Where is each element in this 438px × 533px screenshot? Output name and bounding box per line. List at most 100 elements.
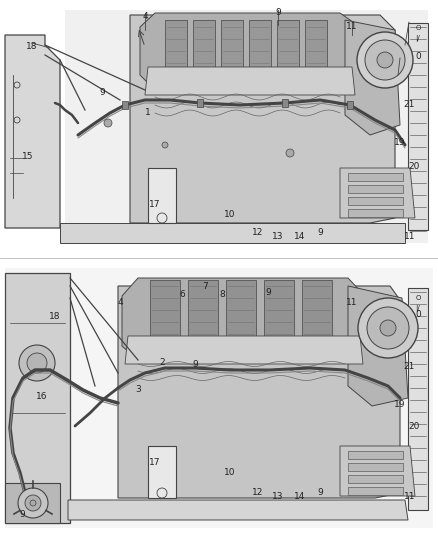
Text: 10: 10	[224, 210, 236, 219]
Circle shape	[30, 500, 36, 506]
Polygon shape	[60, 223, 405, 243]
Bar	[348, 487, 403, 495]
Bar	[221, 20, 243, 80]
Circle shape	[25, 495, 41, 511]
Circle shape	[162, 142, 168, 148]
Circle shape	[286, 149, 294, 157]
Circle shape	[380, 320, 396, 336]
Text: 13: 13	[272, 232, 284, 241]
Text: 19: 19	[394, 138, 406, 147]
Circle shape	[18, 488, 48, 518]
Text: 9: 9	[317, 228, 323, 237]
Text: 2: 2	[159, 358, 165, 367]
Text: 9: 9	[19, 510, 25, 519]
Polygon shape	[140, 13, 360, 90]
Polygon shape	[125, 336, 363, 364]
Bar	[348, 451, 403, 459]
Bar	[348, 173, 403, 181]
Text: 14: 14	[294, 492, 306, 501]
Text: 11: 11	[346, 22, 358, 31]
Polygon shape	[408, 23, 428, 230]
Polygon shape	[65, 10, 428, 243]
Circle shape	[357, 32, 413, 88]
Bar	[348, 185, 403, 193]
Text: 14: 14	[294, 232, 306, 241]
Text: 9: 9	[99, 88, 105, 97]
Bar	[165, 20, 187, 80]
Bar	[122, 101, 128, 109]
Bar	[282, 99, 288, 107]
Bar	[148, 446, 176, 498]
Text: 15: 15	[22, 152, 34, 161]
Text: 11: 11	[404, 492, 416, 501]
Circle shape	[367, 307, 409, 349]
Text: 0: 0	[415, 310, 421, 319]
Text: 9: 9	[317, 488, 323, 497]
Bar	[193, 20, 215, 80]
Text: 12: 12	[252, 488, 264, 497]
Polygon shape	[130, 15, 395, 223]
Text: 1: 1	[145, 108, 151, 117]
Bar	[264, 280, 294, 350]
Polygon shape	[5, 273, 70, 523]
Polygon shape	[5, 35, 60, 228]
Polygon shape	[345, 20, 400, 135]
Text: 20: 20	[408, 162, 420, 171]
Circle shape	[104, 119, 112, 127]
Polygon shape	[348, 286, 408, 406]
Text: 21: 21	[403, 362, 415, 371]
Polygon shape	[408, 288, 428, 510]
Text: 11: 11	[346, 298, 358, 307]
Bar	[226, 280, 256, 350]
Text: 13: 13	[272, 492, 284, 501]
Bar	[347, 101, 353, 109]
Bar	[348, 475, 403, 483]
Polygon shape	[122, 278, 365, 360]
Text: 7: 7	[202, 282, 208, 291]
Polygon shape	[118, 286, 400, 498]
Bar	[302, 280, 332, 350]
Text: 4: 4	[142, 12, 148, 21]
Bar	[148, 168, 176, 223]
Bar	[348, 197, 403, 205]
Text: O: O	[415, 295, 420, 301]
Polygon shape	[5, 483, 60, 523]
Bar	[305, 20, 327, 80]
Circle shape	[358, 298, 418, 358]
Text: 3: 3	[135, 385, 141, 394]
Text: O: O	[415, 25, 420, 31]
Text: 16: 16	[36, 392, 48, 401]
Text: 18: 18	[26, 42, 38, 51]
Text: 9: 9	[265, 288, 271, 297]
Text: 6: 6	[179, 290, 185, 299]
Polygon shape	[68, 500, 408, 520]
Bar	[150, 280, 180, 350]
Text: |/: |/	[416, 305, 420, 312]
Text: 12: 12	[252, 228, 264, 237]
Text: 11: 11	[404, 232, 416, 241]
Text: |/: |/	[416, 35, 420, 42]
Bar	[249, 20, 271, 80]
Bar	[348, 209, 403, 217]
Text: 10: 10	[224, 468, 236, 477]
Text: 8: 8	[219, 290, 225, 299]
Bar	[188, 280, 218, 350]
Text: 0: 0	[415, 52, 421, 61]
Bar	[277, 20, 299, 80]
Text: 19: 19	[394, 400, 406, 409]
Text: 4: 4	[117, 298, 123, 307]
Text: 9: 9	[192, 360, 198, 369]
Text: 9: 9	[275, 8, 281, 17]
Polygon shape	[5, 268, 433, 528]
Bar	[348, 463, 403, 471]
Circle shape	[27, 353, 47, 373]
Polygon shape	[340, 446, 415, 496]
Bar	[197, 99, 203, 107]
Circle shape	[365, 40, 405, 80]
Text: 17: 17	[149, 200, 161, 209]
Text: 20: 20	[408, 422, 420, 431]
Circle shape	[19, 345, 55, 381]
Text: 17: 17	[149, 458, 161, 467]
Polygon shape	[340, 168, 415, 218]
Polygon shape	[145, 67, 355, 95]
